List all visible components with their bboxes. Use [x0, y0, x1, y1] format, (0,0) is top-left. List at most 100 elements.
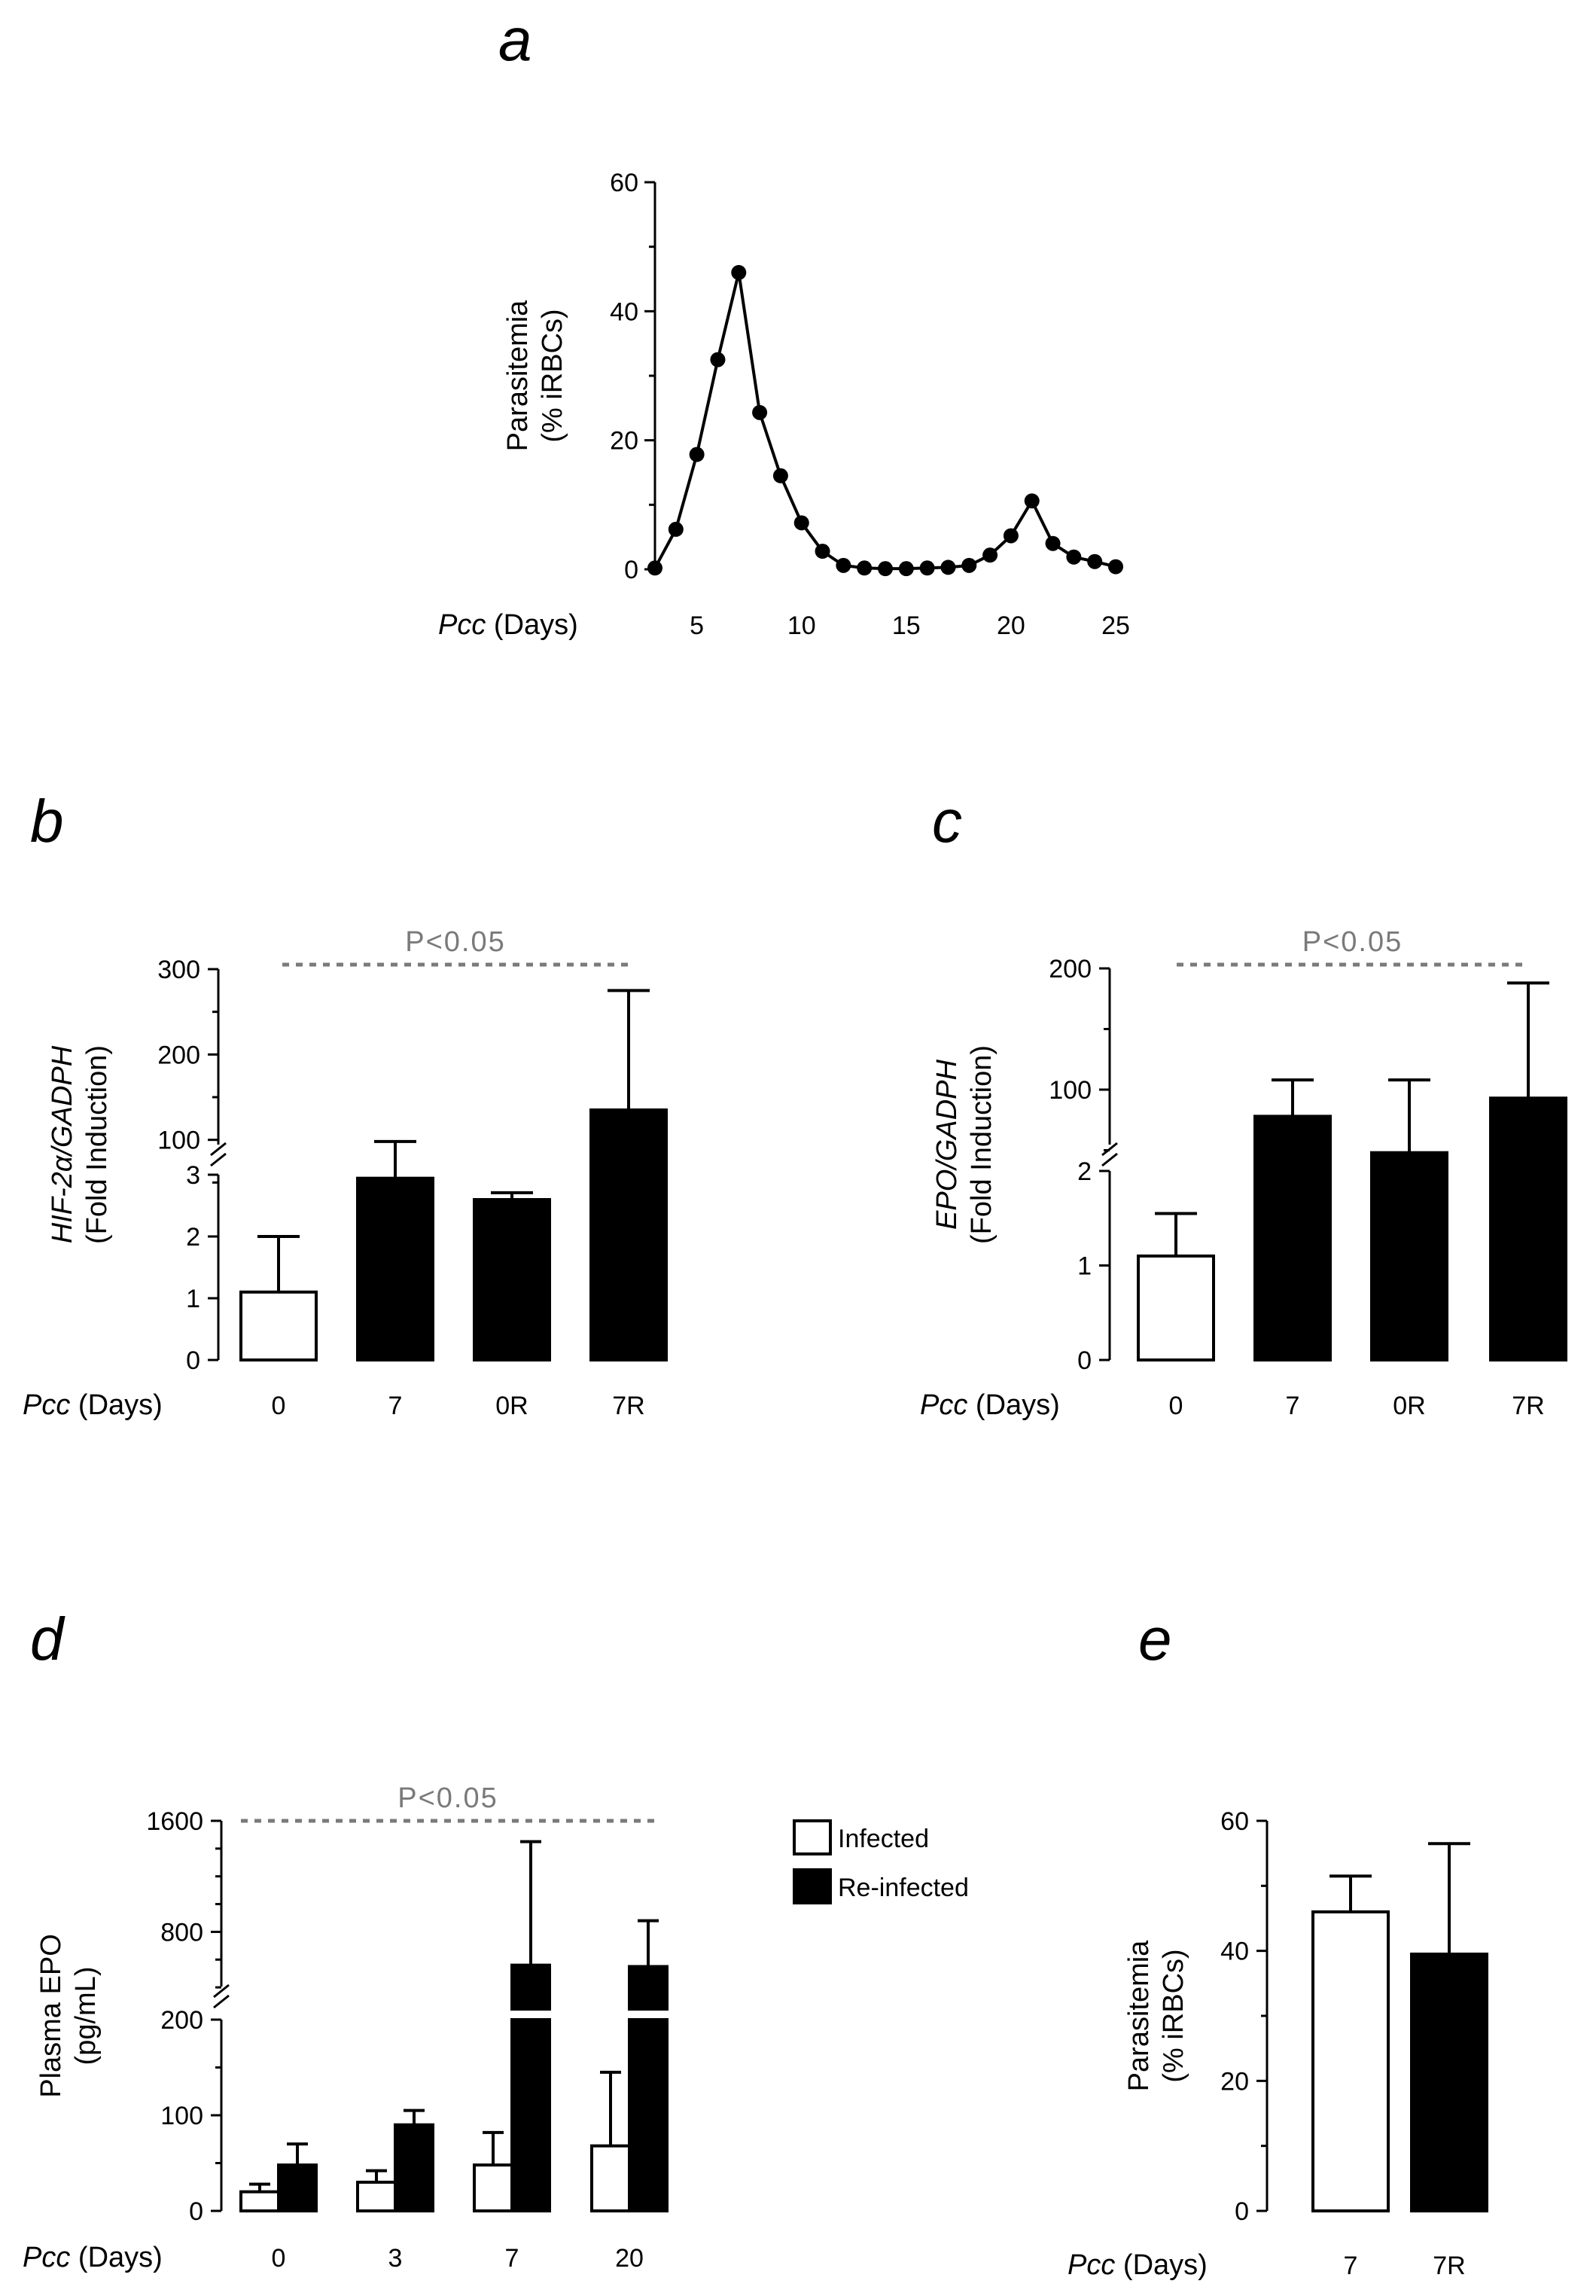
bar [394, 2123, 434, 2212]
legend-label: Re-infected [838, 1874, 969, 1902]
y-tick-label: 0 [186, 1346, 200, 1375]
x-axis-label: Pcc (Days) [23, 1389, 163, 1421]
y-tick-label: 0 [189, 2197, 203, 2226]
significance-label: P<0.05 [405, 926, 506, 958]
panel-d-chart: 0 100 200 800 1600 0 3 7 20 P<0.05 Pcc (Days) Plasm… [23, 1782, 969, 2273]
y-axis-label: HIF-2α/GADPH (Fold Induction) [47, 1045, 113, 1244]
x-axis-label: Pcc (Days) [920, 1389, 1060, 1421]
y-tick-label: 60 [610, 169, 638, 197]
x-tick-label: 0R [495, 1392, 528, 1420]
y-axis-label: Parasitemia (% iRBCs) [1123, 1940, 1189, 2091]
bar [277, 2163, 318, 2213]
x-tick-label: 5 [690, 611, 704, 640]
y-tick-label: 200 [157, 1041, 200, 1069]
bar [1370, 1151, 1448, 1361]
y-tick-label: 800 [160, 1918, 203, 1947]
significance-label: P<0.05 [397, 1782, 498, 1814]
panel-e-letter: e [1138, 1605, 1172, 1672]
bar [473, 2163, 513, 2213]
panel-c-chart: 0 1 2 100 200 0 7 0R 7R P<0.05 Pcc (Days) EPO/GADPH… [920, 926, 1567, 1421]
bar [356, 1176, 434, 1361]
bar [1137, 1254, 1215, 1361]
x-tick-label: 7 [388, 1392, 403, 1420]
data-point [710, 352, 726, 367]
x-tick-label: 7R [612, 1392, 644, 1420]
x-tick-label: 7R [1512, 1392, 1544, 1420]
significance-label: P<0.05 [1302, 926, 1403, 958]
data-point [1108, 559, 1123, 575]
y-tick-label: 1600 [146, 1807, 203, 1836]
y-tick-label: 200 [160, 2006, 203, 2035]
y-tick-label: 3 [186, 1161, 200, 1190]
bar [1253, 1114, 1332, 1362]
y-tick-label: 100 [157, 1127, 200, 1155]
legend-label: Infected [838, 1825, 929, 1853]
x-tick-label: 15 [892, 611, 921, 640]
bar-upper-segment [510, 1963, 551, 2011]
bar [1489, 1096, 1567, 1362]
axis-break-mark [210, 1152, 227, 1167]
panel-a-chart: 0 20 40 60 5 10 15 20 25 Pcc (Days) Parasitemia (% … [438, 169, 1130, 641]
bar [356, 2180, 397, 2212]
axis-break-mark [213, 1983, 230, 1999]
panel-d-letter: d [30, 1605, 65, 1672]
x-tick-label: 7 [1286, 1392, 1300, 1420]
bar-lower-segment [510, 2018, 551, 2212]
y-tick-label: 0 [624, 556, 638, 584]
y-tick-label: 40 [610, 297, 638, 326]
data-point [752, 404, 768, 420]
y-tick-label: 2 [1077, 1157, 1092, 1186]
y-tick-label: 40 [1220, 1938, 1249, 1966]
x-tick-label: 7 [1344, 2252, 1358, 2280]
data-point [731, 264, 747, 280]
legend-swatch [793, 1868, 832, 1904]
panel-b-chart: 0 1 2 3 100 200 300 0 7 0R 7R P<0.05 Pcc (Days) HIF-2… [23, 926, 668, 1421]
axis-break-mark [210, 1142, 227, 1157]
x-tick-label: 7 [505, 2244, 519, 2273]
panel-c-letter: c [932, 788, 962, 855]
y-tick-label: 1 [186, 1285, 200, 1313]
panel-e-chart: 0 20 40 60 7 7R Pcc (Days) Parasitemia (% iRBCs) [1068, 1807, 1488, 2281]
legend-swatch [793, 1819, 832, 1855]
data-point [857, 560, 873, 576]
bar-lower-segment [628, 2018, 669, 2212]
data-point [1003, 528, 1019, 544]
bar [590, 2144, 631, 2212]
data-point [1066, 549, 1082, 565]
y-tick-label: 1 [1077, 1252, 1092, 1281]
x-tick-label: 0 [1169, 1392, 1183, 1420]
x-tick-label: 25 [1101, 611, 1130, 640]
data-point [1024, 493, 1040, 509]
bar [239, 1290, 318, 1362]
x-axis-label: Pcc (Days) [23, 2242, 163, 2273]
data-point [836, 557, 851, 573]
axis-break-mark [213, 1994, 230, 2009]
y-tick-label: 20 [1220, 2067, 1249, 2096]
bar [1311, 1910, 1390, 2213]
data-line [653, 272, 1116, 571]
y-axis-label: EPO/GADPH (Fold Induction) [931, 1045, 998, 1244]
y-axis-label: Plasma EPO (pg/mL) [35, 1934, 102, 2098]
data-point [815, 544, 830, 560]
bar [589, 1108, 668, 1361]
x-tick-label: 3 [388, 2244, 403, 2273]
x-axis-label: Pcc (Days) [438, 609, 578, 641]
data-point [772, 468, 788, 483]
bar [473, 1198, 551, 1361]
data-point [689, 447, 705, 462]
data-point [940, 560, 956, 575]
data-point [1087, 553, 1103, 569]
bar [239, 2190, 280, 2213]
y-tick-label: 100 [160, 2102, 203, 2130]
x-tick-label: 7R [1433, 2252, 1465, 2280]
y-tick-label: 0 [1235, 2197, 1249, 2226]
y-axis-label: Parasitemia (% iRBCs) [502, 300, 568, 451]
x-tick-label: 0 [272, 1392, 286, 1420]
panel-b-letter: b [30, 788, 64, 855]
bar [1410, 1952, 1488, 2213]
x-tick-label: 0R [1393, 1392, 1425, 1420]
data-point [982, 547, 998, 563]
y-tick-label: 300 [157, 956, 200, 984]
x-tick-label: 10 [787, 611, 816, 640]
x-axis-label: Pcc (Days) [1068, 2249, 1208, 2281]
